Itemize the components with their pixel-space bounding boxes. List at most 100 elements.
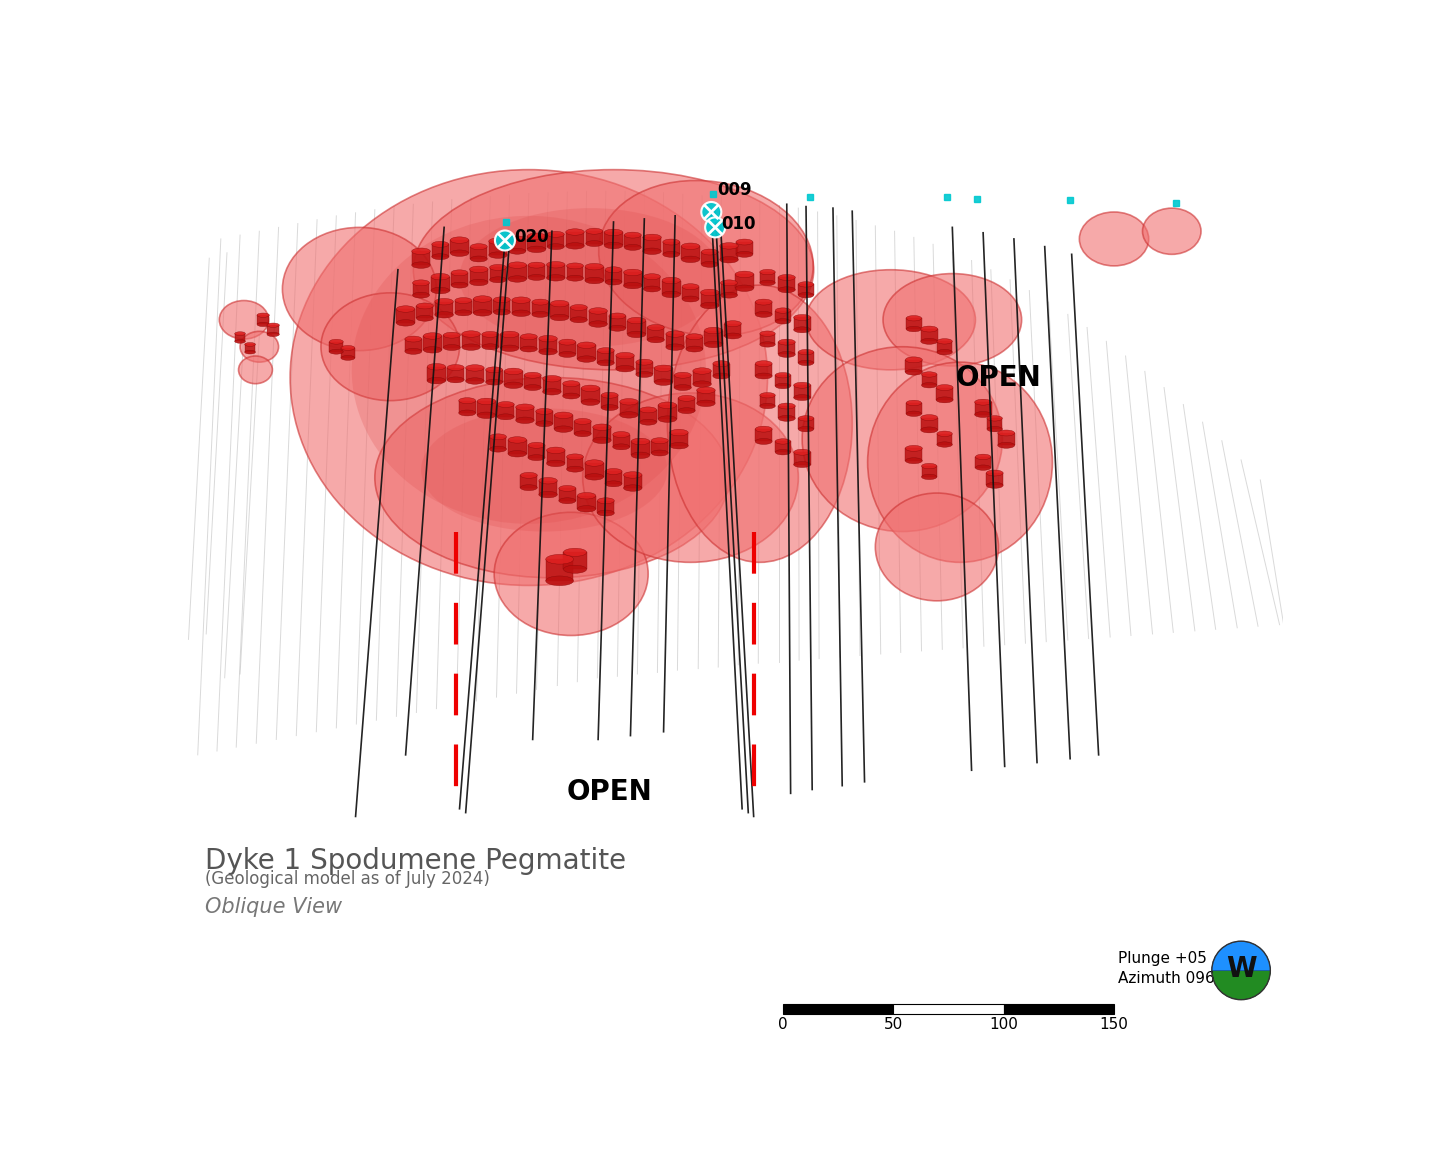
Ellipse shape [482,331,499,338]
Ellipse shape [736,251,752,257]
Ellipse shape [539,348,558,355]
Ellipse shape [669,429,688,436]
Ellipse shape [755,361,772,367]
Ellipse shape [631,439,649,444]
Ellipse shape [551,301,569,307]
Bar [482,334,499,347]
Bar [755,363,772,376]
Ellipse shape [712,373,729,379]
Ellipse shape [566,466,583,472]
Ellipse shape [648,337,665,342]
Bar [340,348,355,358]
Ellipse shape [267,323,279,327]
Bar [625,235,641,248]
Ellipse shape [701,289,719,296]
Ellipse shape [705,327,724,334]
Ellipse shape [562,393,579,399]
Ellipse shape [1143,208,1201,255]
Bar [778,278,795,289]
Ellipse shape [235,332,246,336]
Ellipse shape [516,417,535,423]
Text: W: W [1226,955,1257,983]
Ellipse shape [528,455,545,460]
Bar [478,401,496,415]
Bar [975,457,991,467]
Bar [489,437,506,449]
Bar [500,334,519,348]
Ellipse shape [528,263,545,268]
Ellipse shape [681,243,699,250]
Ellipse shape [907,411,921,417]
Ellipse shape [555,426,572,433]
Bar [551,303,569,317]
Ellipse shape [605,481,622,487]
Ellipse shape [257,323,269,326]
Ellipse shape [509,236,526,242]
Bar [736,242,752,255]
Ellipse shape [396,305,415,312]
Ellipse shape [678,407,695,413]
Ellipse shape [340,346,355,351]
Bar [644,277,661,289]
Ellipse shape [566,229,585,235]
Bar [432,244,449,257]
Bar [794,452,811,465]
Bar [528,265,545,278]
Ellipse shape [528,233,546,239]
Ellipse shape [521,333,538,340]
Bar [921,375,937,385]
Ellipse shape [975,465,991,471]
Ellipse shape [605,267,622,273]
Ellipse shape [686,346,704,352]
Bar [794,385,811,398]
Ellipse shape [794,462,811,467]
Ellipse shape [712,361,729,367]
Ellipse shape [619,412,638,418]
Bar [907,318,921,329]
Bar [528,236,546,250]
Ellipse shape [725,320,741,326]
Text: 0: 0 [778,1017,788,1032]
Ellipse shape [235,339,246,344]
Ellipse shape [875,493,998,600]
Ellipse shape [778,339,795,345]
Ellipse shape [778,415,795,421]
Ellipse shape [623,485,642,492]
Ellipse shape [559,498,576,503]
Ellipse shape [486,379,503,385]
Ellipse shape [905,356,922,363]
Bar [448,368,465,379]
Ellipse shape [775,450,791,455]
Bar [546,559,573,581]
Bar [987,419,1002,429]
Ellipse shape [466,364,485,371]
Bar [778,406,795,419]
Bar [798,419,814,429]
Ellipse shape [489,434,506,440]
Ellipse shape [775,383,791,389]
Ellipse shape [921,474,937,479]
Ellipse shape [692,368,711,374]
Ellipse shape [455,310,472,316]
Bar [598,501,615,513]
Ellipse shape [586,241,603,246]
Ellipse shape [575,419,591,425]
Bar [589,311,608,324]
Ellipse shape [581,399,599,405]
Bar [539,339,558,352]
Ellipse shape [489,265,506,271]
Ellipse shape [631,452,649,458]
Ellipse shape [575,430,591,436]
Ellipse shape [551,315,569,320]
Ellipse shape [921,326,938,332]
Ellipse shape [759,280,775,286]
Bar [735,274,754,288]
Ellipse shape [539,492,558,498]
Ellipse shape [500,331,519,338]
Ellipse shape [601,405,618,411]
Bar [412,282,429,295]
Ellipse shape [593,423,611,430]
Bar [623,474,642,488]
Ellipse shape [432,242,449,248]
Ellipse shape [975,412,991,418]
